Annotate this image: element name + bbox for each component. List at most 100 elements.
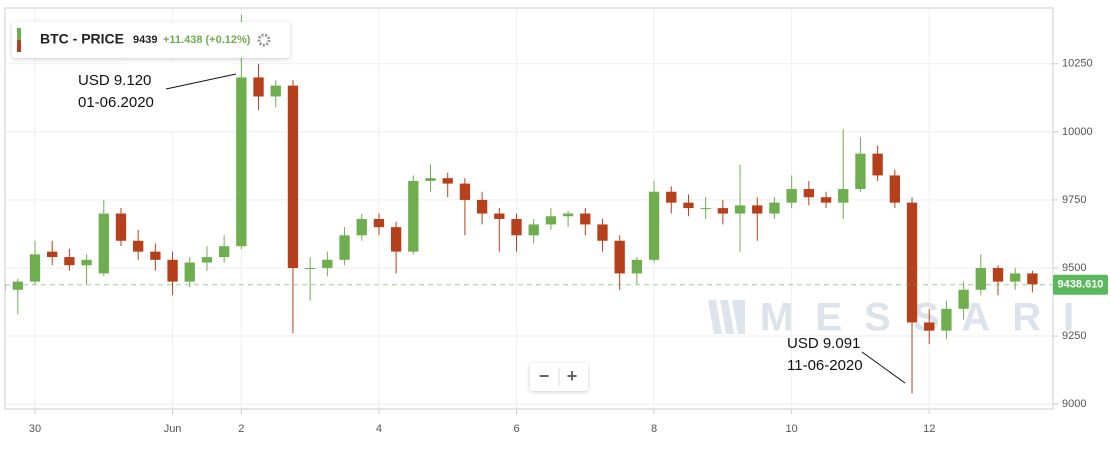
candle-body bbox=[390, 227, 402, 252]
candle-body bbox=[975, 267, 986, 290]
candle-body bbox=[683, 202, 694, 209]
x-tick-label: 2 bbox=[238, 423, 244, 435]
candle-body bbox=[150, 251, 161, 260]
annotation-line bbox=[165, 73, 237, 90]
legend-swatch bbox=[17, 40, 21, 52]
annotation-line bbox=[861, 351, 906, 384]
candle-body bbox=[700, 208, 711, 210]
legend-change: +11.438 (+0.12%) bbox=[163, 34, 251, 46]
candle-body bbox=[201, 257, 213, 263]
candle-body bbox=[820, 197, 832, 203]
candle-body bbox=[855, 153, 866, 190]
candle-body bbox=[872, 153, 883, 176]
zoom-in[interactable]: + bbox=[567, 366, 578, 386]
y-tick-label: 9500 bbox=[1062, 262, 1086, 274]
watermark: MESSARI bbox=[708, 296, 1096, 340]
x-tick-label: 10 bbox=[786, 423, 798, 435]
annotation: 01-06.2020 bbox=[78, 94, 154, 111]
candle-body bbox=[356, 218, 367, 236]
candle-body bbox=[597, 224, 608, 241]
annotation: 11-06-2020 bbox=[787, 357, 863, 374]
watermark-logo bbox=[708, 300, 745, 334]
candle-body bbox=[373, 218, 385, 228]
x-tick-label: 6 bbox=[513, 423, 519, 435]
candle-body bbox=[253, 77, 264, 97]
candle-body bbox=[442, 178, 453, 184]
price-label: 9438.610 bbox=[1058, 279, 1104, 291]
y-tick-label: 9000 bbox=[1062, 398, 1086, 410]
candle-body bbox=[494, 213, 505, 219]
annotation-bg bbox=[125, 62, 235, 130]
legend: BTC - PRICE 9439 +11.438 (+0.12%) bbox=[12, 22, 290, 58]
candle-body bbox=[580, 213, 591, 225]
x-tick-label: 30 bbox=[29, 423, 41, 435]
candle-body bbox=[545, 216, 557, 225]
candle-body bbox=[786, 189, 797, 203]
candle-body bbox=[167, 259, 178, 282]
legend-label: BTC - PRICE bbox=[40, 31, 124, 47]
legend-swatch bbox=[17, 28, 21, 40]
x-tick-label: 4 bbox=[376, 423, 382, 435]
candle-body bbox=[1027, 273, 1038, 285]
candle-body bbox=[614, 240, 625, 274]
candle-body bbox=[924, 322, 935, 331]
x-tick-label: Jun bbox=[164, 423, 182, 435]
candle-body bbox=[906, 202, 918, 323]
candle-body bbox=[218, 246, 230, 258]
candle-body bbox=[476, 199, 488, 214]
candle-body bbox=[528, 224, 539, 236]
y-tick-label: 9750 bbox=[1062, 194, 1086, 206]
y-tick-label: 9250 bbox=[1062, 330, 1086, 342]
candle-body bbox=[752, 205, 763, 214]
annotation: USD 9.091 bbox=[787, 335, 860, 352]
candle-body bbox=[425, 178, 436, 181]
candle-body bbox=[717, 208, 729, 214]
legend-box bbox=[12, 22, 290, 58]
candle-body bbox=[1010, 273, 1021, 282]
candle-body bbox=[81, 259, 92, 266]
candle-body bbox=[47, 251, 58, 258]
zoom-out[interactable]: − bbox=[539, 366, 550, 386]
candle-body bbox=[992, 267, 1004, 282]
y-tick-label: 10250 bbox=[1062, 58, 1093, 70]
candle-body bbox=[408, 180, 419, 252]
settings-icon[interactable] bbox=[257, 33, 271, 47]
plot bbox=[5, 14, 1053, 394]
candle-body bbox=[339, 235, 350, 260]
candle-body bbox=[184, 262, 195, 282]
candle-body bbox=[287, 85, 299, 268]
price-label-bg bbox=[1053, 274, 1108, 295]
watermark-text: MESSARI bbox=[760, 296, 1096, 340]
zoom-controls: − + bbox=[530, 363, 588, 391]
candle-body bbox=[459, 183, 471, 200]
candle-body bbox=[270, 85, 281, 97]
candle-body bbox=[322, 259, 333, 268]
candle-body bbox=[562, 213, 574, 217]
candle-body bbox=[958, 289, 969, 309]
x-tick-label: 8 bbox=[651, 423, 657, 435]
x-tick-label: 12 bbox=[923, 423, 935, 435]
candle-body bbox=[941, 308, 952, 331]
annotation: USD 9.120 bbox=[78, 72, 151, 89]
candle-body bbox=[12, 281, 23, 290]
candle-body bbox=[511, 218, 522, 236]
candle-body bbox=[803, 189, 815, 198]
candle-body bbox=[666, 191, 677, 203]
candle-body bbox=[838, 189, 849, 203]
candle-body bbox=[115, 213, 127, 241]
candle-body bbox=[29, 254, 41, 282]
candle-body bbox=[631, 259, 643, 274]
candle-body bbox=[64, 257, 75, 266]
candle-body bbox=[98, 213, 109, 274]
plot-frame bbox=[4, 7, 1054, 410]
candle-body bbox=[648, 191, 660, 260]
y-tick-label: 10000 bbox=[1062, 126, 1093, 138]
candle-body bbox=[133, 240, 144, 252]
candle-body bbox=[734, 205, 746, 214]
candle-body bbox=[304, 267, 316, 269]
candle-body bbox=[236, 77, 247, 247]
candle-body bbox=[889, 175, 900, 203]
legend-last: 9439 bbox=[133, 34, 157, 46]
candle-body bbox=[769, 202, 780, 214]
